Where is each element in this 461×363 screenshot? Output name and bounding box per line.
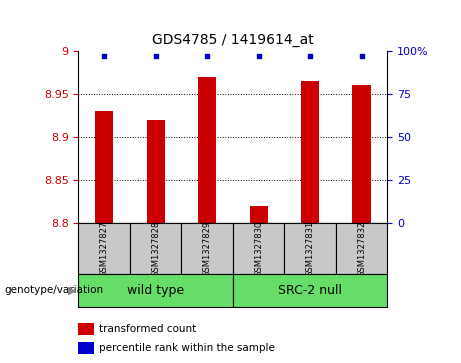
FancyBboxPatch shape xyxy=(130,223,181,274)
Point xyxy=(306,53,313,59)
FancyBboxPatch shape xyxy=(336,223,387,274)
Bar xyxy=(249,206,267,223)
FancyBboxPatch shape xyxy=(233,223,284,274)
Bar xyxy=(198,77,216,223)
Text: wild type: wild type xyxy=(127,284,184,297)
FancyBboxPatch shape xyxy=(181,223,233,274)
Point xyxy=(152,53,160,59)
Text: GSM1327830: GSM1327830 xyxy=(254,221,263,277)
FancyBboxPatch shape xyxy=(78,223,130,274)
Text: genotype/variation: genotype/variation xyxy=(5,285,104,295)
FancyBboxPatch shape xyxy=(78,274,233,307)
Point xyxy=(358,53,365,59)
Text: GSM1327832: GSM1327832 xyxy=(357,221,366,277)
Point xyxy=(100,53,108,59)
Bar xyxy=(353,85,371,223)
Title: GDS4785 / 1419614_at: GDS4785 / 1419614_at xyxy=(152,33,313,47)
FancyBboxPatch shape xyxy=(233,274,387,307)
Text: GSM1327831: GSM1327831 xyxy=(306,221,314,277)
Point xyxy=(203,53,211,59)
Text: ▶: ▶ xyxy=(68,285,76,295)
Bar xyxy=(147,120,165,223)
Text: GSM1327828: GSM1327828 xyxy=(151,221,160,277)
Text: transformed count: transformed count xyxy=(100,324,197,334)
Point xyxy=(255,53,262,59)
Bar xyxy=(95,111,113,223)
FancyBboxPatch shape xyxy=(284,223,336,274)
Text: percentile rank within the sample: percentile rank within the sample xyxy=(100,343,275,353)
Text: GSM1327829: GSM1327829 xyxy=(202,221,212,277)
Text: SRC-2 null: SRC-2 null xyxy=(278,284,342,297)
Text: GSM1327827: GSM1327827 xyxy=(100,221,109,277)
Bar xyxy=(301,81,319,223)
Bar xyxy=(78,342,94,354)
Bar xyxy=(78,323,94,335)
